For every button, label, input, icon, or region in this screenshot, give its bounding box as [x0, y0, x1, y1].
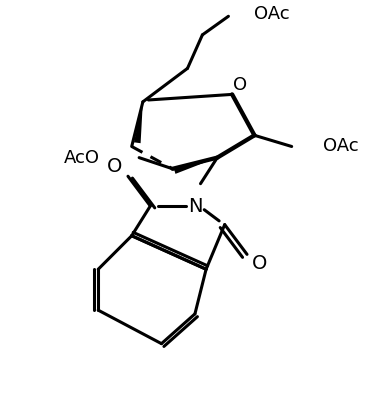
Text: AcO: AcO: [64, 149, 100, 166]
Text: N: N: [188, 197, 202, 215]
Text: O: O: [232, 76, 247, 94]
Text: OAc: OAc: [255, 5, 290, 23]
Polygon shape: [174, 158, 217, 174]
Text: O: O: [107, 157, 123, 176]
Text: O: O: [252, 254, 268, 273]
Text: OAc: OAc: [323, 138, 359, 155]
Polygon shape: [134, 102, 143, 143]
